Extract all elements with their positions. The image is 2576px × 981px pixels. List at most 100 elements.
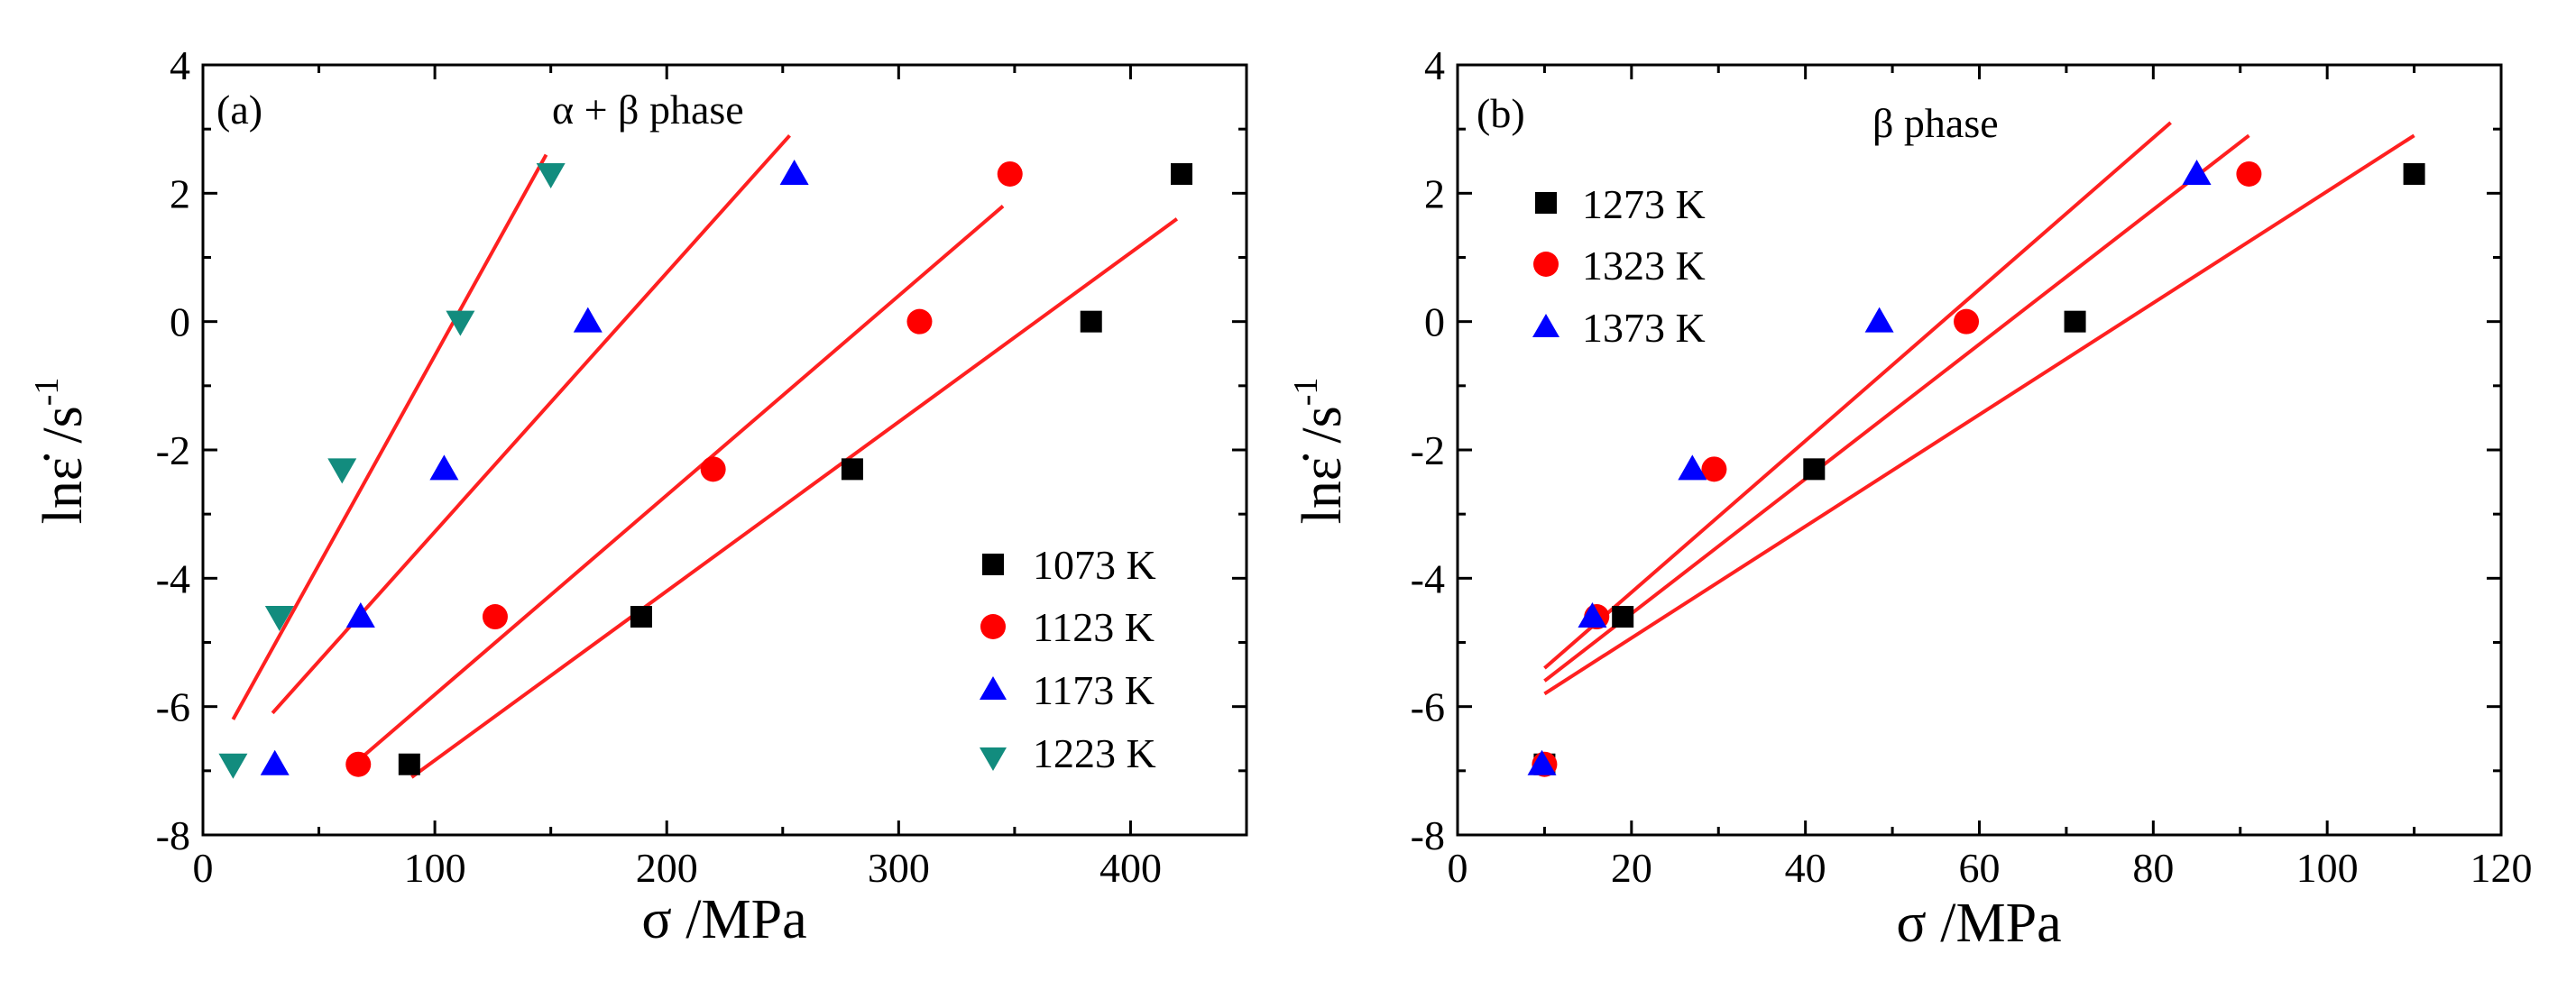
panel-b-point-1273k-3: [2064, 310, 2086, 333]
panel-b-x-axis-title: σ /MPa: [1896, 893, 2061, 954]
panel-b-point-1323k-4: [2236, 160, 2262, 187]
panel-a-xtick-label-0: 0: [193, 845, 214, 891]
panel-a-point-1173k-2: [429, 454, 459, 481]
legend-entry-1173k: 1173 K: [980, 667, 1155, 713]
panel-b-ytick-label-6: 4: [1424, 42, 1445, 88]
legend-entry-1373k: 1373 K: [1532, 305, 1706, 351]
panel-a-legend: 1073 K 1123 K 1173 K 1223 K: [980, 542, 1156, 776]
panel-a-point-1173k-0: [260, 749, 290, 775]
panel-a-y-axis-title: lnε̇ /s-1: [28, 378, 94, 525]
panel-a-ytick-label-4: 0: [170, 299, 190, 345]
panel-b-xtick-label-1: 20: [1611, 845, 1652, 891]
panel-a-point-1073k-3: [1080, 310, 1102, 333]
panel-a-label: (a): [216, 87, 262, 133]
panel-b-point-1373k-1: [1578, 602, 1607, 628]
legend-label-1073k: 1073 K: [1033, 542, 1156, 588]
panel-b-point-1323k-3: [1954, 308, 1980, 335]
panel-b-y-axis-title-main: lnε̇ /s: [1292, 406, 1353, 524]
panel-b-xtick-label-4: 80: [2132, 845, 2174, 891]
legend-label-1173k: 1173 K: [1033, 667, 1155, 713]
panel-a-fit-line-1123k: [352, 205, 1005, 766]
panel-a-y-axis-title-main: lnε̇ /s: [32, 406, 94, 524]
panel-b-point-1323k-2: [1701, 456, 1727, 482]
panel-b-xtick-label-5: 100: [2296, 845, 2359, 891]
panel-b-point-1373k-0: [1527, 749, 1557, 775]
panel-a-fit-line-1073k: [410, 217, 1179, 779]
panel-a-point-1173k-3: [573, 307, 603, 333]
panel-a-point-1223k-4: [536, 162, 566, 188]
panel-a-point-1223k-1: [264, 606, 294, 632]
legend-marker-1273k: [1535, 192, 1557, 214]
panel-a-point-1223k-2: [327, 458, 357, 484]
panel-b-point-1273k-4: [2403, 162, 2425, 185]
panel-b-xtick-label-2: 40: [1785, 845, 1826, 891]
legend-marker-1323k: [1533, 252, 1559, 277]
panel-a-point-1173k-1: [345, 602, 375, 628]
panel-b-ytick-label-5: 2: [1424, 170, 1445, 216]
panel-a: 0 100 200 300 400 -8 -6 -4 -2 0 2 4 (a) α + β phase…: [28, 42, 1248, 950]
legend-entry-1123k: 1123 K: [980, 604, 1155, 650]
panel-a-point-1073k-4: [1171, 162, 1193, 185]
panel-b-ytick-label-2: -4: [1411, 555, 1445, 601]
panel-b-ytick-label-1: -6: [1411, 684, 1445, 730]
legend-marker-1123k: [980, 614, 1006, 639]
panel-a-point-1223k-0: [218, 753, 248, 779]
panel-a-xtick-label-3: 300: [868, 845, 930, 891]
legend-entry-1273k: 1273 K: [1535, 181, 1706, 227]
panel-b-legend: 1273 K 1323 K 1373 K: [1532, 181, 1706, 351]
panel-a-point-1123k-0: [345, 751, 372, 777]
panel-a-point-1123k-4: [997, 160, 1023, 187]
panel-a-point-1123k-3: [906, 308, 933, 335]
panel-a-xtick-label-4: 400: [1099, 845, 1162, 891]
panel-a-point-1123k-2: [700, 456, 726, 482]
panel-b-fit-lines: [1543, 121, 2415, 696]
panel-b: 0 20 40 60 80 100 120 -8 -6 -4 -2 0 2 4 (b) β phase 1…: [1287, 42, 2533, 954]
panel-a-y-axis-title-sup: -1: [28, 378, 66, 407]
panel-b-ytick-label-0: -8: [1411, 812, 1445, 858]
legend-marker-1073k: [982, 554, 1004, 575]
panel-a-ytick-label-6: 4: [170, 42, 190, 88]
panel-b-xtick-label-3: 60: [1959, 845, 2001, 891]
panel-a-frame: [201, 63, 1248, 837]
panel-a-xtick-label-1: 100: [404, 845, 466, 891]
legend-entry-1073k: 1073 K: [982, 542, 1156, 588]
panel-b-fit-line-1373k: [1543, 121, 2172, 670]
panel-a-point-1073k-1: [630, 606, 652, 628]
panel-a-point-1223k-3: [446, 310, 475, 336]
panel-b-point-1273k-2: [1803, 458, 1826, 481]
legend-label-1323k: 1323 K: [1582, 243, 1706, 289]
panel-a-points: [218, 159, 1193, 779]
panel-b-y-axis-title-sup: -1: [1287, 378, 1325, 407]
legend-marker-1223k: [980, 747, 1007, 771]
panel-a-ytick-label-3: -2: [156, 427, 190, 473]
legend-label-1373k: 1373 K: [1582, 305, 1706, 351]
legend-entry-1223k: 1223 K: [980, 730, 1156, 776]
panel-b-ticks: 0 20 40 60 80 100 120 -8 -6 -4 -2 0 2 4: [1411, 42, 2533, 891]
panel-a-point-1073k-2: [841, 458, 863, 481]
panel-b-xtick-label-6: 120: [2470, 845, 2533, 891]
panel-a-x-axis-title: σ /MPa: [641, 889, 806, 950]
panel-a-point-1073k-0: [398, 753, 420, 775]
panel-b-fit-line-1323k: [1543, 133, 2250, 683]
panel-b-ytick-label-3: -2: [1411, 427, 1445, 473]
panel-b-label: (b): [1477, 90, 1525, 136]
panel-a-phase-annotation: α + β phase: [552, 87, 744, 133]
panel-a-fit-line-1223k: [231, 153, 548, 720]
panel-a-ytick-label-5: 2: [170, 170, 190, 216]
panel-a-ytick-label-1: -6: [156, 684, 190, 730]
panel-b-points: [1527, 159, 2425, 777]
legend-label-1223k: 1223 K: [1033, 730, 1156, 776]
panel-a-ticks: 0 100 200 300 400 -8 -6 -4 -2 0 2 4: [156, 42, 1247, 891]
panel-a-point-1123k-1: [482, 604, 508, 630]
panel-b-fit-line-1273k: [1543, 133, 2415, 696]
panel-a-xtick-label-2: 200: [636, 845, 698, 891]
panel-b-point-1373k-4: [2182, 159, 2212, 185]
legend-entry-1323k: 1323 K: [1533, 243, 1706, 289]
panel-a-ytick-label-0: -8: [156, 812, 190, 858]
panel-b-ytick-label-4: 0: [1424, 299, 1445, 345]
panel-b-point-1273k-1: [1612, 606, 1634, 628]
panel-b-xtick-label-0: 0: [1448, 845, 1468, 891]
legend-label-1273k: 1273 K: [1582, 181, 1706, 227]
legend-marker-1373k: [1532, 314, 1559, 337]
